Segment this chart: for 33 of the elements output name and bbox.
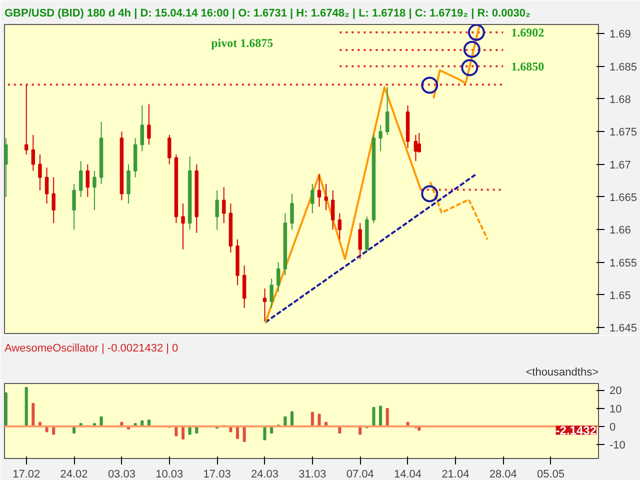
x-tick-label: 17.02 [12,468,40,480]
y-tick-label: 1.685 [610,61,638,74]
y-tick-label: 1.67 [610,159,631,172]
x-tick-label: 31.03 [298,468,326,480]
x-tick-label: 07.04 [346,468,374,480]
x-tick-label: 17.03 [203,468,231,480]
x-tick-label: 14.04 [394,468,422,480]
annotation: pivot 1.6875 [211,36,274,50]
y-tick-label: 1.645 [610,322,638,335]
y-tick-label: 1.655 [610,257,638,270]
y-tick-label: 1.66 [610,224,631,237]
x-tick-label: 28.04 [489,468,517,480]
chart-title: GBP/USD (BID) 180 d 4h | D: 15.04.14 16:00 | O: 1.6731 | H: 1.6748₂ | L: 1.6718 | C: 1.6719₂ | R: 0.0030₂ [4,8,531,20]
y-tick-label: 1.69 [610,28,631,41]
y-tick-label: 1.65 [610,290,631,302]
x-tick-label: 24.02 [60,468,88,480]
y-tick-label: 20 [610,385,622,398]
x-tick-label: 24.03 [250,468,279,480]
chart-subtitle: <thousandths> [526,366,599,378]
y-tick-label: 1.675 [610,126,638,139]
y-tick-label: 10 [610,403,622,416]
y-tick-label: 1.665 [610,192,638,204]
annotation: 1.6902 [511,25,544,40]
chart-title: AwesomeOscillator | -0.0021432 | 0 [4,342,178,354]
x-tick-label: 10.03 [156,468,184,480]
x-tick-label: 05.05 [537,468,565,480]
annotation: -2.1432 [556,424,597,438]
x-tick-label: 21.04 [442,468,470,480]
y-tick-label: 0 [610,421,616,434]
x-tick-label: 03.03 [108,468,136,480]
y-tick-label: -10 [610,439,626,452]
annotation: 1.6850 [511,59,544,74]
y-tick-label: 1.68 [610,94,631,106]
